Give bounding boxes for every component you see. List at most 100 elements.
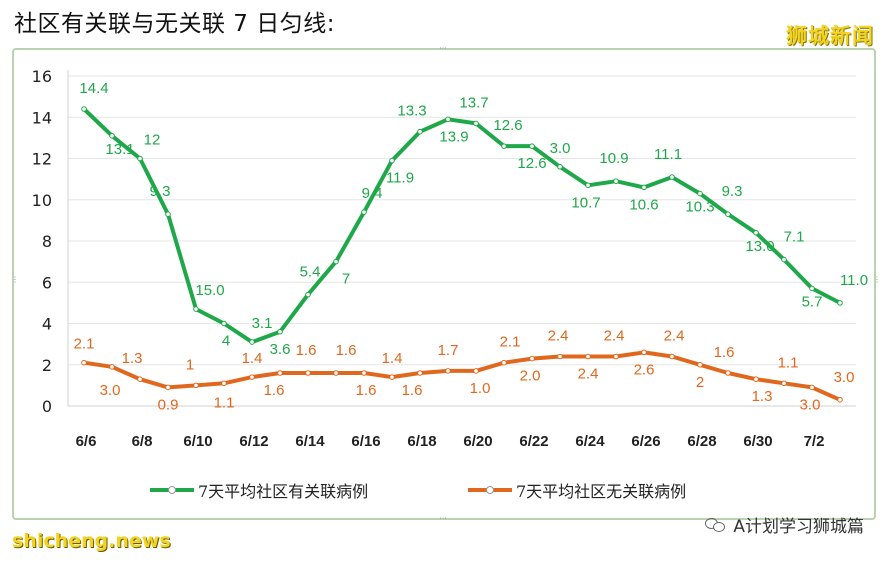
data-point-linked — [81, 106, 87, 112]
data-label-linked: 10.7 — [571, 194, 600, 211]
x-tick-label: 6/30 — [743, 433, 772, 450]
data-point-linked — [669, 174, 675, 180]
data-point-linked — [837, 300, 843, 306]
data-label-linked: 9.3 — [150, 183, 171, 200]
data-point-unlinked — [389, 374, 395, 380]
data-point-linked — [753, 229, 759, 236]
data-label-linked: 7 — [342, 271, 350, 288]
data-point-linked — [137, 155, 143, 162]
data-point-unlinked — [193, 382, 199, 389]
data-point-unlinked — [781, 380, 787, 387]
x-tick-label: 6/8 — [132, 433, 153, 450]
data-point-unlinked — [361, 370, 367, 376]
data-label-unlinked: 2 — [696, 374, 704, 391]
x-tick-label: 6/12 — [239, 433, 268, 450]
data-label-unlinked: 1.7 — [438, 342, 459, 359]
data-point-linked — [613, 178, 619, 184]
data-label-unlinked: 2.1 — [74, 336, 95, 353]
data-point-unlinked — [249, 374, 255, 380]
series-line-linked — [82, 107, 842, 345]
data-point-linked — [641, 184, 647, 191]
data-label-unlinked: 2.0 — [520, 368, 541, 385]
y-tick-label: 16 — [32, 67, 52, 86]
data-point-unlinked — [529, 355, 535, 362]
y-tick-label: 14 — [32, 108, 52, 127]
data-point-unlinked — [333, 370, 339, 376]
data-point-unlinked — [809, 384, 815, 391]
data-label-unlinked: 1.1 — [778, 354, 799, 371]
data-label-unlinked: 1.6 — [356, 382, 377, 399]
y-tick-label: 0 — [42, 397, 52, 416]
data-point-linked — [809, 285, 815, 292]
brand-logo: 狮城新闻 — [786, 24, 874, 48]
data-point-linked — [473, 120, 479, 127]
data-label-linked: 13.7 — [459, 94, 488, 111]
data-point-unlinked — [221, 380, 227, 387]
data-label-linked: 7.1 — [784, 229, 805, 246]
data-label-linked: 11.9 — [386, 170, 414, 187]
data-label-linked: 12.6 — [493, 117, 522, 134]
data-point-unlinked — [81, 359, 87, 366]
data-label-unlinked: 2.4 — [664, 328, 685, 345]
page-title: 社区有关联与无关联 7 日匀线: — [14, 11, 336, 37]
data-point-linked — [109, 133, 115, 139]
x-tick-label: 6/6 — [76, 433, 97, 450]
left-resize-handle-icon[interactable]: ⋮ — [11, 275, 19, 284]
data-label-unlinked: 1.1 — [214, 394, 235, 411]
x-tick-label: 6/22 — [519, 433, 548, 450]
data-label-unlinked: 1.6 — [336, 342, 357, 359]
data-point-unlinked — [669, 353, 675, 360]
gridlines — [68, 75, 856, 366]
data-label-linked: 10.3 — [685, 199, 714, 216]
data-label-linked: 3.1 — [252, 315, 273, 332]
right-resize-handle-icon[interactable]: ⋮ — [873, 275, 881, 284]
data-point-unlinked — [753, 376, 759, 382]
data-label-unlinked: 1.3 — [752, 388, 773, 405]
data-point-unlinked — [613, 353, 619, 360]
data-label-unlinked: 3.0 — [800, 396, 821, 413]
data-point-unlinked — [697, 361, 703, 368]
data-point-linked — [725, 211, 731, 217]
data-point-linked — [249, 339, 255, 345]
data-label-linked: 11.0 — [840, 272, 868, 289]
y-tick-label: 6 — [42, 273, 52, 292]
data-label-linked: 14.4 — [79, 80, 108, 97]
y-tick-label: 4 — [42, 315, 52, 334]
data-point-unlinked — [417, 370, 423, 376]
data-label-linked: 9.4 — [362, 185, 383, 202]
data-label-linked: 13.3 — [397, 103, 426, 120]
data-point-linked — [361, 209, 367, 215]
data-label-linked: 4 — [222, 333, 230, 350]
x-tick-label: 6/18 — [407, 433, 436, 450]
data-point-unlinked — [473, 368, 479, 374]
data-label-unlinked: 1.6 — [402, 382, 423, 399]
data-label-unlinked: 2.1 — [500, 334, 521, 351]
data-point-unlinked — [641, 349, 647, 356]
y-tick-label: 10 — [32, 191, 52, 210]
data-point-unlinked — [585, 353, 591, 360]
data-label-linked: 12.6 — [517, 155, 546, 172]
data-label-unlinked: 3.0 — [834, 369, 855, 386]
account-credit: A计划学习狮城篇 — [705, 512, 864, 537]
data-label-linked: 9.3 — [722, 183, 743, 200]
top-resize-handle-icon[interactable]: ··· — [439, 44, 447, 53]
data-label-linked: 12 — [144, 132, 161, 149]
x-tick-label: 6/10 — [183, 433, 212, 450]
x-tick-label: 6/16 — [351, 433, 380, 450]
data-point-unlinked — [445, 368, 451, 374]
data-point-linked — [193, 306, 199, 312]
data-point-unlinked — [725, 370, 731, 376]
x-tick-label: 6/28 — [687, 433, 716, 450]
data-label-linked: 13.1 — [105, 141, 134, 158]
data-label-unlinked: 1.4 — [382, 350, 403, 367]
data-label-linked: 5.7 — [802, 293, 823, 310]
chart-frame: ··· ··· ⋮ ⋮ — [11, 44, 881, 523]
data-label-unlinked: 0.9 — [158, 396, 179, 413]
data-point-linked — [501, 143, 507, 149]
bottom-resize-handle-icon[interactable]: ··· — [439, 514, 447, 523]
data-point-linked — [165, 211, 171, 217]
data-label-unlinked: 1.3 — [122, 350, 143, 367]
